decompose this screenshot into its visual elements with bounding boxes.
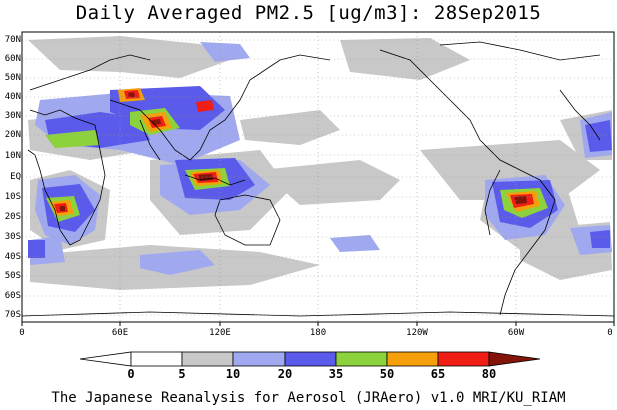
colorbar-tick-50: 50 [379,367,395,381]
colorbar-tick-35: 35 [328,367,344,381]
colorbar-tick-5: 5 [178,367,186,381]
coastlines [21,41,615,317]
lat-label-60n: 60N [4,54,21,64]
lon-label-0-left: 0 [19,328,25,338]
lon-label-0-right: 0 [607,328,613,338]
lat-label-70s: 70S [4,310,21,320]
pm25-map [21,31,615,326]
lat-label-50s: 50S [4,271,21,281]
lon-label-60e: 60E [111,328,129,338]
map-title: Daily Averaged PM2.5 [ug/m3]: 28Sep2015 [75,2,542,24]
colorbar-seg-1 [130,351,183,367]
colorbar-seg-8 [488,351,541,367]
colorbar-tick-20: 20 [277,367,293,381]
lat-label-eq: EQ [10,172,21,182]
colorbar-seg-5 [335,351,388,367]
lon-label-180: 180 [309,328,327,338]
colorbar-seg-0 [79,351,132,367]
lat-label-40s: 40S [4,252,21,262]
level-80-plus-patches [60,92,527,211]
lat-label-10s: 10S [4,192,21,202]
lat-label-30n: 30N [4,111,21,121]
lon-label-60w: 60W [507,328,525,338]
colorbar-seg-6 [386,351,439,367]
axis-ticks [21,322,615,326]
colorbar-tick-65: 65 [430,367,446,381]
colorbar-seg-3 [232,351,286,367]
lat-label-20n: 20N [4,130,21,140]
lon-label-120e: 120E [209,328,231,338]
lat-label-60s: 60S [4,291,21,301]
lat-label-10n: 10N [4,151,21,161]
footer-credit: The Japanese Reanalysis for Aerosol (JRA… [51,390,566,406]
colorbar-seg-7 [437,351,490,367]
lat-label-40n: 40N [4,92,21,102]
colorbar-tick-10: 10 [225,367,241,381]
graticule [22,32,614,322]
lat-label-50n: 50N [4,73,21,83]
lat-label-20s: 20S [4,212,21,222]
colorbar-seg-4 [284,351,337,367]
lat-label-30s: 30S [4,232,21,242]
colorbar-seg-2 [181,351,234,367]
colorbar-tick-80: 80 [481,367,497,381]
colorbar-tick-0: 0 [127,367,135,381]
lon-label-120w: 120W [406,328,428,338]
lat-label-70n: 70N [4,35,21,45]
